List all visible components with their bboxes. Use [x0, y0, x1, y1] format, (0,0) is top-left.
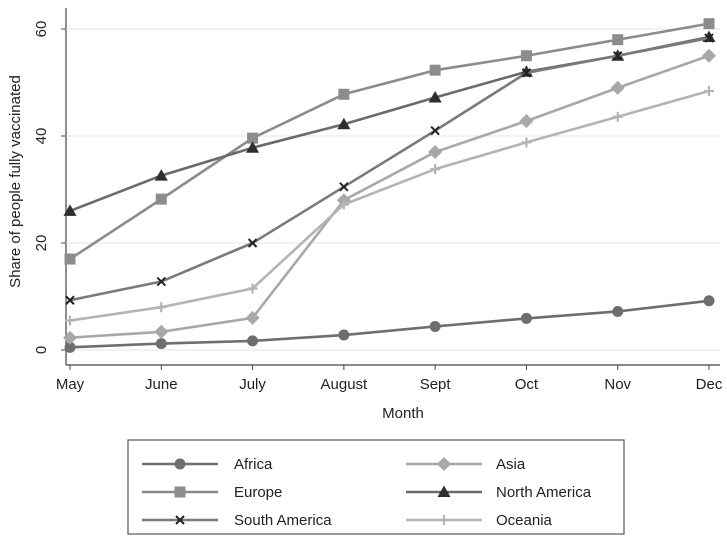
legend-label: Oceania: [496, 512, 553, 529]
x-axis: May June July August Sept Oct Nov Dec: [56, 365, 723, 393]
series-line-north-america: [69, 35, 710, 213]
data-point-asia: [519, 114, 534, 129]
legend: Africa Asia Europe North America South Ameri…: [127, 439, 625, 535]
x-axis-title: Month: [382, 405, 424, 422]
data-point-africa: [155, 338, 167, 350]
data-point-africa: [338, 329, 350, 341]
data-point-asia: [245, 310, 260, 325]
data-point-asia: [63, 330, 77, 345]
data-point-oceania: [247, 283, 258, 294]
x-tick-label: Dec: [696, 376, 723, 393]
data-point-europe: [612, 34, 624, 46]
data-point-africa: [64, 341, 76, 353]
x-tick-label: Oct: [515, 376, 539, 393]
data-point-europe: [338, 88, 350, 100]
data-point-europe: [247, 132, 259, 144]
y-tick-label: 0: [33, 346, 50, 354]
data-point-africa: [703, 295, 715, 307]
data-point-south-america: [339, 182, 349, 192]
data-point-africa: [612, 305, 624, 317]
series-oceania: [65, 86, 714, 326]
series-line-europe: [69, 22, 710, 261]
data-point-asia: [702, 48, 716, 63]
data-point-north-america: [337, 117, 351, 130]
x-tick-label: July: [239, 376, 266, 393]
series-line-oceania: [69, 89, 710, 322]
legend-item-asia: Asia: [406, 456, 526, 473]
data-point-oceania: [338, 199, 349, 210]
data-point-africa: [429, 320, 441, 332]
data-point-oceania: [430, 164, 441, 175]
legend-item-oceania: Oceania: [406, 512, 553, 529]
data-point-oceania: [704, 86, 714, 97]
series-line-asia: [69, 54, 710, 339]
legend-label: North America: [496, 484, 592, 501]
data-point-south-america: [613, 51, 623, 61]
y-axis-title: Share of people fully vaccinated: [7, 75, 24, 288]
data-point-oceania: [521, 137, 532, 148]
series-line-africa: [69, 299, 710, 349]
data-point-europe: [520, 50, 532, 62]
data-point-south-america: [156, 276, 166, 287]
data-point-oceania: [156, 302, 167, 313]
data-point-asia: [154, 324, 169, 339]
data-point-south-america: [704, 33, 714, 43]
data-point-africa: [247, 335, 259, 347]
legend-marker-asia: [437, 457, 451, 471]
legend-label: Africa: [234, 456, 273, 473]
y-tick-label: 20: [33, 235, 50, 252]
data-point-south-america: [65, 295, 75, 305]
data-point-asia: [428, 145, 443, 160]
legend-marker-europe: [174, 486, 186, 498]
data-point-europe: [429, 64, 441, 76]
data-point-south-america: [521, 68, 532, 78]
data-point-north-america: [428, 90, 442, 103]
data-point-europe: [155, 193, 167, 205]
y-tick-label: 60: [33, 21, 50, 38]
legend-label: Asia: [496, 456, 526, 473]
legend-marker-north-america: [437, 485, 451, 497]
legend-item-north-america: North America: [406, 484, 592, 501]
data-point-oceania: [612, 111, 623, 122]
legend-label: Europe: [234, 484, 282, 501]
grid-lines: [65, 8, 720, 366]
legend-item-europe: Europe: [142, 484, 282, 501]
data-point-oceania: [65, 315, 75, 326]
y-tick-label: 40: [33, 128, 50, 145]
legend-marker-africa: [174, 458, 186, 470]
data-point-north-america: [154, 169, 168, 181]
legend-marker-oceania: [439, 515, 449, 525]
legend-marker-south-america: [175, 515, 185, 525]
series-group: [63, 18, 716, 353]
series-europe: [64, 18, 715, 265]
data-point-africa: [520, 312, 532, 324]
y-axis: 0 20 40 60: [33, 21, 66, 354]
x-tick-label: June: [145, 376, 178, 393]
data-point-south-america: [247, 238, 258, 248]
data-point-europe: [703, 18, 715, 30]
legend-item-south-america: South America: [142, 512, 332, 529]
x-tick-label: May: [56, 376, 85, 393]
data-point-north-america: [246, 141, 260, 153]
data-point-north-america: [702, 30, 716, 43]
data-point-asia: [610, 80, 625, 95]
legend-label: South America: [234, 512, 332, 529]
x-tick-label: August: [321, 376, 369, 393]
data-point-north-america: [63, 204, 77, 216]
data-point-south-america: [430, 125, 440, 136]
series-line-south-america: [69, 36, 710, 302]
series-africa: [64, 295, 715, 353]
series-south-america: [65, 33, 714, 305]
legend-item-africa: Africa: [142, 456, 273, 473]
legend-box: [127, 439, 625, 535]
x-tick-label: Sept: [420, 376, 452, 393]
data-point-europe: [64, 253, 76, 265]
x-tick-label: Nov: [604, 376, 631, 393]
